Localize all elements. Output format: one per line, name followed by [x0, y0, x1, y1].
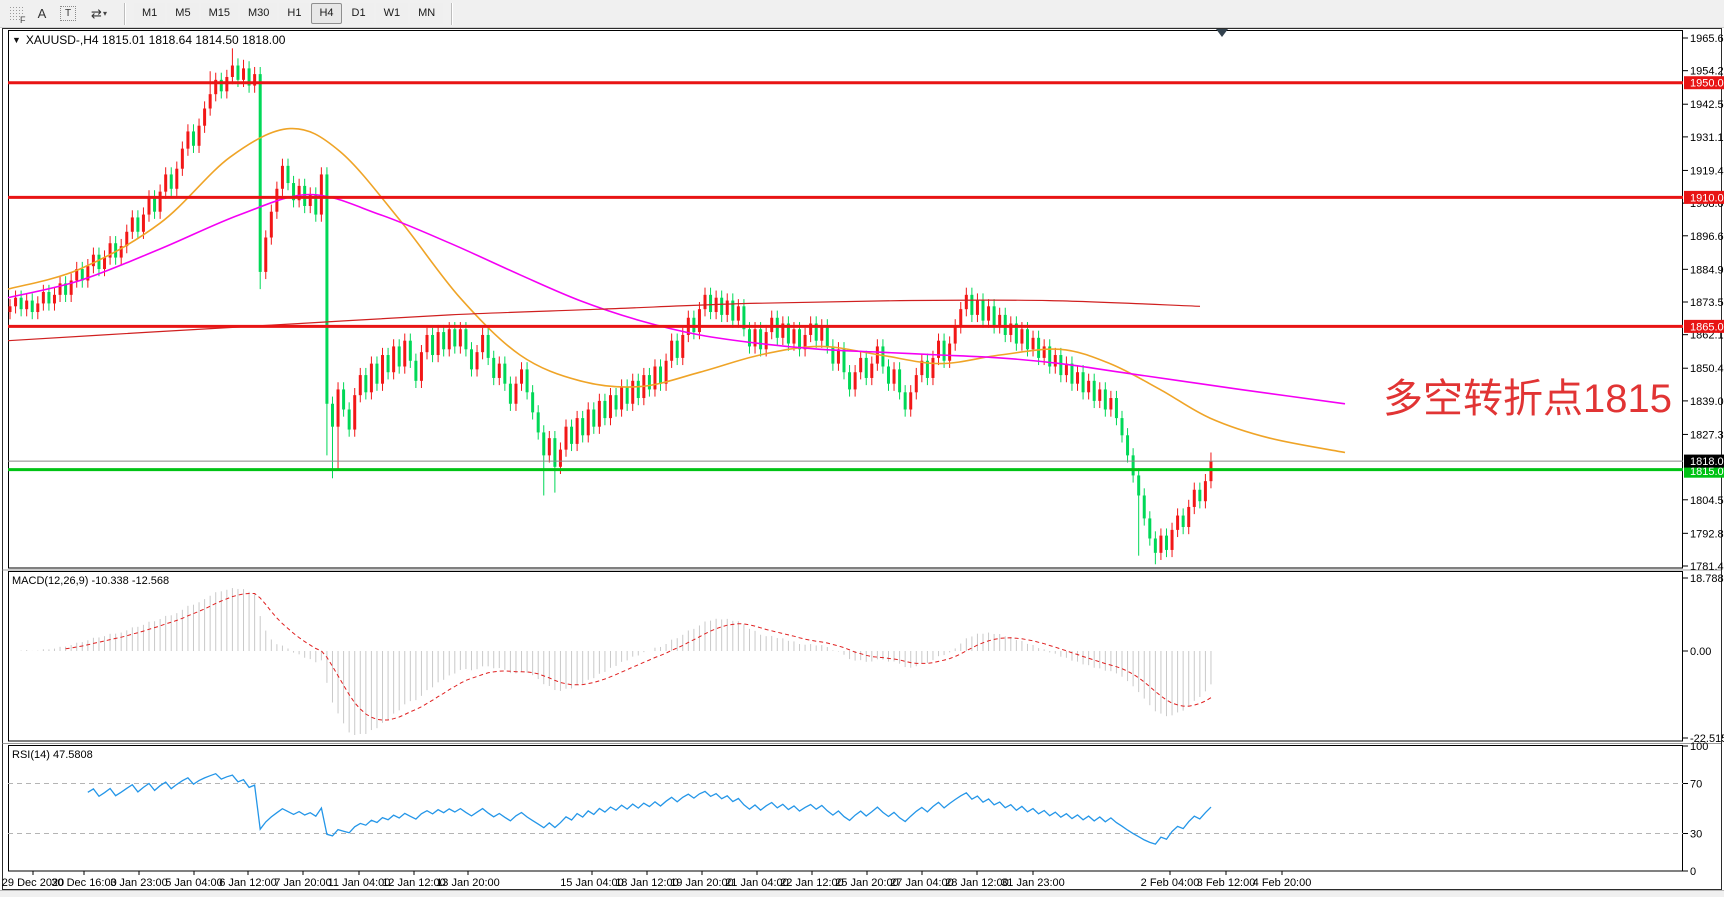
timeframe-button-m5[interactable]: M5	[167, 3, 199, 24]
svg-text:1896.60: 1896.60	[1690, 231, 1724, 243]
chart-dropdown-caret-icon[interactable]: ▼	[12, 35, 21, 45]
letter-t-icon: T	[60, 6, 76, 21]
svg-text:1954.20: 1954.20	[1690, 66, 1724, 78]
svg-text:21 Jan 04:00: 21 Jan 04:00	[725, 877, 789, 889]
window-bottom-strip	[0, 890, 1724, 897]
timeframe-button-group: M1 M5 M15 M30 H1 H4 D1 W1 MN	[133, 3, 444, 24]
svg-text:1827.30: 1827.30	[1690, 429, 1724, 441]
svg-text:12 Jan 12:00: 12 Jan 12:00	[382, 877, 446, 889]
timeframe-button-h4[interactable]: H4	[311, 3, 342, 24]
svg-text:1884.90: 1884.90	[1690, 264, 1724, 276]
svg-text:1818.00: 1818.00	[1690, 456, 1724, 468]
svg-text:1919.40: 1919.40	[1690, 165, 1724, 177]
ma-red	[7, 299, 1201, 342]
price-badge-1950.00	[1684, 76, 1724, 90]
text-t-tool-icon[interactable]: T	[55, 2, 81, 25]
svg-text:4 Feb 20:00: 4 Feb 20:00	[1253, 877, 1312, 889]
timeframe-button-h1[interactable]: H1	[279, 3, 310, 24]
chart-text-annotation: 多空转折点1815	[1383, 377, 1672, 421]
svg-text:0: 0	[1690, 866, 1696, 878]
macd-indicator[interactable]: 18.788 0.00 -22.515	[20, 573, 1724, 745]
svg-text:1850.40: 1850.40	[1690, 363, 1724, 375]
svg-text:1804.50: 1804.50	[1690, 495, 1724, 507]
svg-text:1965.60: 1965.60	[1690, 33, 1724, 45]
svg-text:29 Dec 2020: 29 Dec 2020	[2, 877, 64, 889]
price-axis[interactable]: 1965.601954.201942.501931.101919.401908.…	[1683, 33, 1724, 573]
svg-text:30: 30	[1690, 829, 1702, 841]
dot-grid-icon: F	[8, 5, 26, 25]
svg-text:1865.00: 1865.00	[1690, 321, 1724, 333]
svg-text:18 Jan 12:00: 18 Jan 12:00	[615, 877, 679, 889]
svg-text:13 Jan 20:00: 13 Jan 20:00	[436, 877, 500, 889]
price-badge-1815.00	[1684, 464, 1724, 478]
ma-magenta	[7, 193, 1346, 405]
svg-text:2 Feb 04:00: 2 Feb 04:00	[1141, 877, 1200, 889]
svg-text:28 Jan 12:00: 28 Jan 12:00	[945, 877, 1009, 889]
svg-text:1931.10: 1931.10	[1690, 132, 1724, 144]
svg-text:3 Feb 12:00: 3 Feb 12:00	[1197, 877, 1256, 889]
svg-text:27 Jan 04:00: 27 Jan 04:00	[890, 877, 954, 889]
timeframe-button-d1[interactable]: D1	[343, 3, 374, 24]
dropdown-caret-icon: ▾	[102, 9, 107, 18]
rsi-indicator[interactable]: 100 70 30 0	[8, 741, 1708, 878]
moving-averages	[7, 127, 1346, 454]
ma-orange	[7, 127, 1346, 454]
grid-f-letter: F	[20, 14, 26, 25]
svg-text:1781.40: 1781.40	[1690, 561, 1724, 573]
svg-text:1839.00: 1839.00	[1690, 396, 1724, 408]
top-toolbar: F A T ⇄ ▾ M1 M5 M15 M30 H1 H4 D1 W1 MN	[0, 0, 1724, 28]
svg-text:1815.00: 1815.00	[1690, 466, 1724, 478]
svg-text:1873.50: 1873.50	[1690, 297, 1724, 309]
label-a-tool-icon[interactable]: A	[29, 2, 55, 25]
toolbar-separator	[124, 2, 126, 25]
svg-text:0.00: 0.00	[1690, 646, 1711, 658]
svg-text:11 Jan 04:00: 11 Jan 04:00	[328, 877, 391, 889]
svg-text:70: 70	[1690, 779, 1702, 791]
svg-text:31 Jan 23:00: 31 Jan 23:00	[1001, 877, 1065, 889]
scroll-to-end-marker-icon[interactable]	[1216, 29, 1228, 37]
svg-text:6 Jan 12:00: 6 Jan 12:00	[219, 877, 277, 889]
toolbar-separator	[451, 2, 454, 25]
svg-text:22 Jan 12:00: 22 Jan 12:00	[780, 877, 844, 889]
macd-indicator-label: MACD(12,26,9) -10.338 -12.568	[12, 575, 170, 587]
svg-text:100: 100	[1690, 741, 1708, 753]
timeframe-button-m30[interactable]: M30	[239, 3, 278, 24]
svg-text:1950.00: 1950.00	[1690, 78, 1724, 90]
svg-text:5 Jan 04:00: 5 Jan 04:00	[165, 877, 223, 889]
svg-text:-22.515: -22.515	[1690, 733, 1724, 745]
rsi-line	[87, 772, 1212, 845]
svg-text:30 Dec 16:00: 30 Dec 16:00	[51, 877, 116, 889]
diagonal-arrows-icon: ⇄	[91, 5, 102, 21]
price-badge-1910.00	[1684, 190, 1724, 204]
timeframe-button-mn[interactable]: MN	[410, 3, 444, 24]
chart-title: ▼ XAUUSD-,H4 1815.01 1818.64 1814.50 181…	[12, 33, 285, 47]
svg-text:18.788: 18.788	[1690, 573, 1724, 585]
diagonal-arrows-tool[interactable]: ⇄ ▾	[81, 2, 117, 25]
letter-a-icon: A	[37, 6, 47, 21]
svg-text:15 Jan 04:00: 15 Jan 04:00	[560, 877, 624, 889]
chart-title-text: XAUUSD-,H4 1815.01 1818.64 1814.50 1818.…	[25, 33, 286, 47]
rsi-indicator-label: RSI(14) 47.5808	[12, 749, 93, 761]
svg-text:3 Jan 23:00: 3 Jan 23:00	[110, 877, 168, 889]
price-badge-1818.00	[1684, 454, 1724, 468]
svg-text:1942.50: 1942.50	[1690, 99, 1724, 111]
svg-text:19 Jan 20:00: 19 Jan 20:00	[670, 877, 734, 889]
timeframe-button-m1[interactable]: M1	[134, 3, 166, 24]
svg-text:7 Jan 20:00: 7 Jan 20:00	[274, 877, 332, 889]
price-badge-1865.00	[1684, 319, 1724, 333]
timeframe-button-m15[interactable]: M15	[200, 3, 238, 24]
horizontal-level-lines[interactable]	[8, 81, 1683, 472]
svg-text:1910.00: 1910.00	[1690, 192, 1724, 204]
grid-dots-f-icon[interactable]: F	[3, 2, 29, 25]
svg-text:25 Jan 20:00: 25 Jan 20:00	[835, 877, 899, 889]
timeframe-button-w1[interactable]: W1	[375, 3, 409, 24]
svg-text:1792.80: 1792.80	[1690, 528, 1724, 540]
